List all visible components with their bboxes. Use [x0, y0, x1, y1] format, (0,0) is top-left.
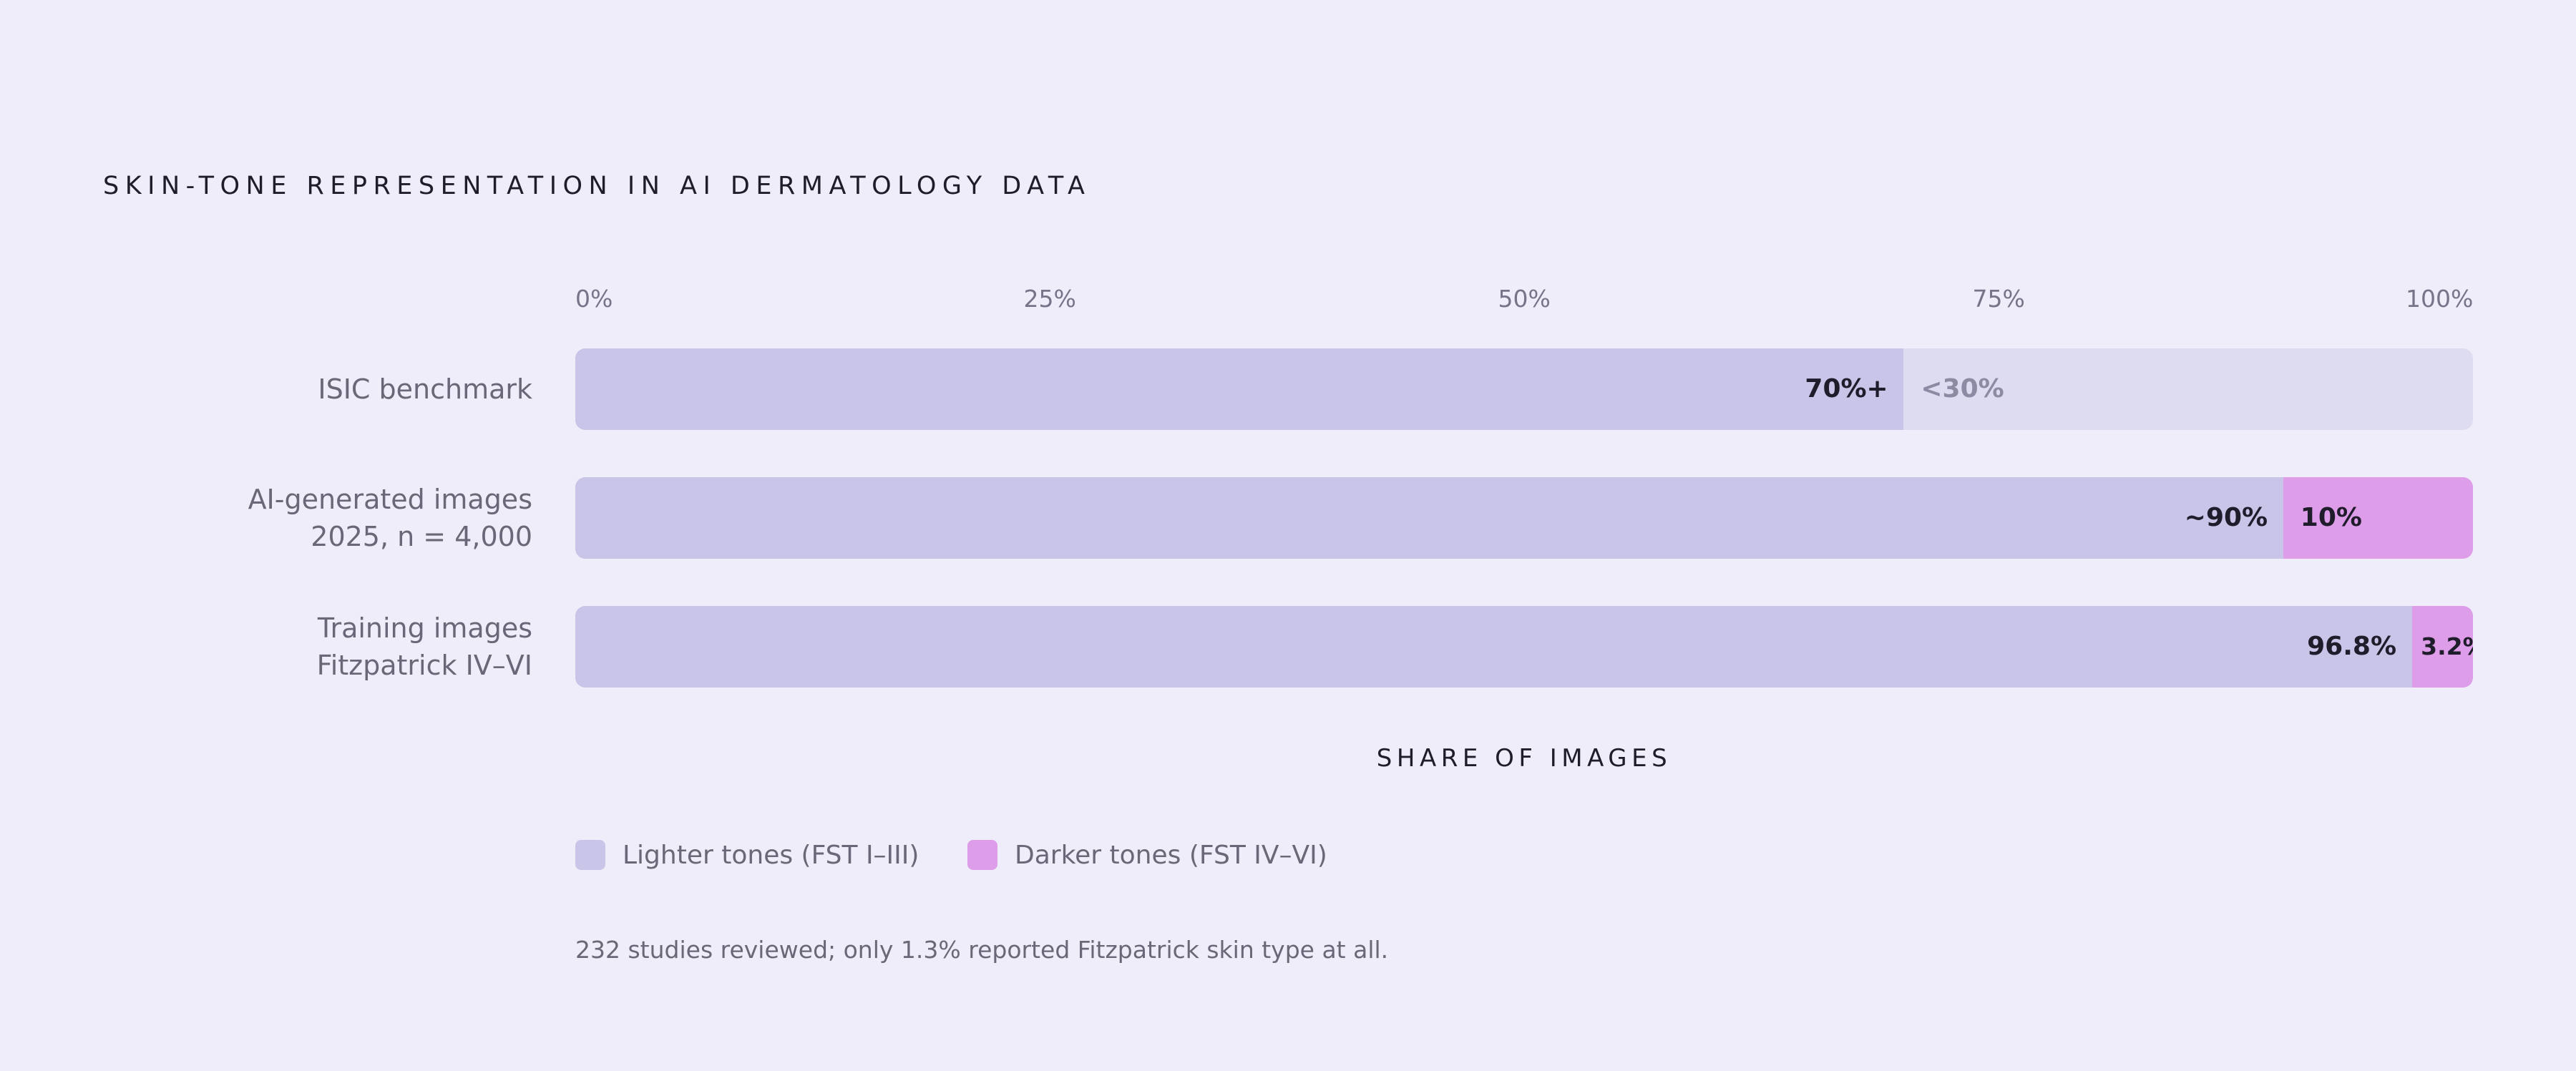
bar-lighter: [575, 606, 2413, 688]
row-label-line: ISIC benchmark: [318, 373, 532, 405]
legend-swatch-darker: [967, 840, 997, 870]
x-tick-label: 100%: [2406, 285, 2474, 313]
row-label: ISIC benchmark: [318, 371, 532, 408]
row-label: Training images Fitzpatrick IV–VI: [317, 610, 532, 684]
x-tick-label: 75%: [1972, 285, 2025, 313]
row-label-line: Fitzpatrick IV–VI: [316, 650, 532, 681]
legend-swatch-lighter: [575, 840, 605, 870]
row-label-line: 2025, n = 4,000: [311, 521, 532, 552]
data-label-lighter: 96.8%: [2307, 632, 2397, 661]
x-tick-label: 50%: [1498, 285, 1551, 313]
legend-item-darker: Darker tones (FST IV–VI): [967, 840, 1327, 870]
data-label-darker: <30%: [1921, 374, 2004, 404]
footnote: 232 studies reviewed; only 1.3% reported…: [575, 936, 1389, 964]
data-label-darker: 10%: [2300, 503, 2362, 532]
bar-lighter: [575, 348, 1904, 430]
data-label-lighter: 70%+: [1805, 374, 1888, 404]
chart-title: SKIN-TONE REPRESENTATION IN AI DERMATOLO…: [103, 172, 1091, 200]
bar-lighter: [575, 477, 2283, 559]
legend-label-lighter: Lighter tones (FST I–III): [623, 840, 919, 870]
row-label: AI-generated images 2025, n = 4,000: [248, 481, 532, 555]
data-label-lighter: ~90%: [2184, 503, 2268, 532]
bar-darker: [2283, 477, 2473, 559]
x-tick-label: 25%: [1023, 285, 1076, 313]
legend-item-lighter: Lighter tones (FST I–III): [575, 840, 919, 870]
bar-track: ~90% 10%: [575, 477, 2473, 559]
x-axis-label: SHARE OF IMAGES: [1376, 744, 1672, 773]
row-label-line: AI-generated images: [248, 484, 532, 515]
row-label-line: Training images: [317, 612, 532, 644]
bar-track: 96.8% 3.2%: [575, 606, 2473, 688]
legend-label-darker: Darker tones (FST IV–VI): [1015, 840, 1327, 870]
data-label-darker: 3.2%: [2421, 632, 2473, 660]
bar-darker: [2412, 606, 2473, 688]
x-tick-label: 0%: [575, 285, 613, 313]
bar-track: 70%+ <30%: [575, 348, 2473, 430]
